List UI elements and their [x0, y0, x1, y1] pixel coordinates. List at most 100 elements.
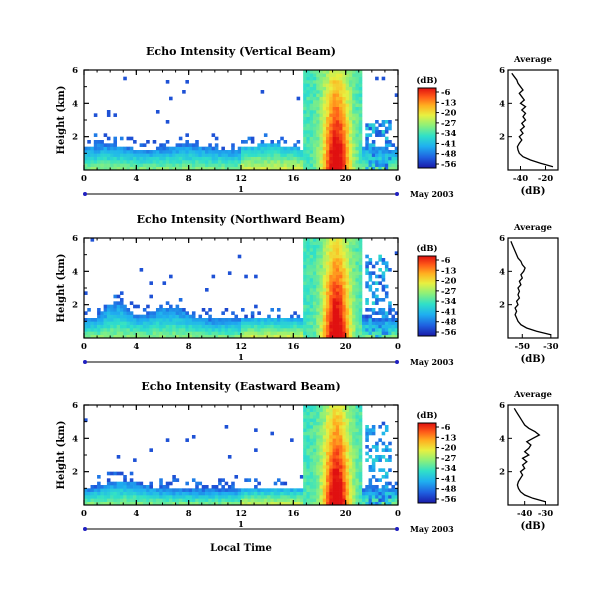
heatmap-cell: [110, 324, 114, 329]
heatmap-cell: [322, 244, 327, 249]
heatmap-cell: [247, 163, 252, 167]
heatmap-cell: [139, 501, 144, 506]
heatmap-cell: [316, 488, 320, 492]
heatmap-cell: [224, 328, 229, 332]
heatmap-cell: [316, 264, 320, 269]
heatmap-cell: [368, 334, 373, 339]
heatmap-cell: [326, 291, 330, 295]
heatmap-cell: [316, 435, 320, 439]
profile-y-tick-label: 4: [499, 434, 505, 444]
heatmap-cell: [309, 123, 314, 127]
heatmap-cell: [316, 281, 320, 285]
heatmap-cell: [260, 153, 265, 157]
heatmap-cell: [352, 418, 356, 422]
heatmap-cell: [384, 143, 389, 147]
heatmap-cell: [352, 298, 356, 302]
heatmap-cell: [100, 334, 104, 339]
heatmap-cell: [237, 328, 242, 332]
heatmap-cell: [355, 238, 360, 242]
heatmap-cell: [250, 314, 255, 319]
heatmap-cell: [296, 150, 301, 154]
heatmap-cell: [247, 146, 252, 151]
heatmap-cell: [273, 150, 278, 154]
heatmap-cell: [155, 495, 160, 499]
heatmap-cell: [113, 481, 118, 486]
heatmap-cell: [103, 150, 108, 154]
colorbar-tick-label: -20: [441, 109, 456, 119]
heatmap-cell: [326, 271, 330, 275]
heatmap-cell: [273, 143, 278, 147]
heatmap-cell: [87, 308, 91, 312]
heatmap-cell: [326, 441, 330, 446]
heatmap-cell: [113, 485, 118, 489]
heatmap-cell: [87, 501, 91, 506]
heatmap-cell: [221, 478, 225, 482]
heatmap-cell: [316, 93, 320, 97]
heatmap-cell: [316, 465, 320, 469]
heatmap-cell: [362, 160, 366, 164]
heatmap-cell: [339, 308, 343, 312]
heatmap-cell: [358, 458, 363, 462]
heatmap-cell: [152, 334, 157, 339]
heatmap-cell: [348, 238, 353, 242]
heatmap-cell: [293, 331, 297, 335]
heatmap-cell: [316, 498, 320, 502]
heatmap-cell: [309, 458, 314, 462]
heatmap-cell: [306, 110, 310, 114]
heatmap-cell: [139, 328, 144, 332]
heatmap-cell: [345, 334, 350, 339]
heatmap-cell: [352, 431, 356, 436]
profile-x-tick-label: -40: [513, 174, 528, 184]
heatmap-cell: [352, 110, 356, 114]
heatmap-cell: [283, 331, 288, 335]
heatmap-cell: [312, 448, 317, 452]
heatmap-cell: [172, 324, 176, 329]
heatmap-cell: [231, 150, 235, 154]
heatmap-cell: [172, 318, 176, 322]
heatmap-cell: [221, 153, 225, 157]
heatmap-cell: [322, 458, 327, 462]
heatmap-cell: [198, 156, 203, 161]
heatmap-cell: [355, 318, 360, 322]
heatmap-cell: [306, 281, 310, 285]
heatmap-cell: [159, 153, 163, 157]
heatmap-cell: [188, 331, 193, 335]
heatmap-cell: [339, 418, 343, 422]
heatmap-cell: [316, 304, 320, 309]
heatmap-cell: [322, 90, 327, 94]
heatmap-cell: [316, 441, 320, 446]
heatmap-cell: [358, 93, 363, 97]
heatmap-cell: [155, 163, 160, 167]
heatmap-cell: [113, 328, 118, 332]
heatmap-cell: [119, 160, 124, 164]
heatmap-cell: [316, 478, 320, 482]
heatmap-cell: [267, 495, 271, 499]
heatmap-cell: [358, 288, 363, 292]
heatmap-cell: [342, 70, 346, 74]
heatmap-cell: [110, 314, 114, 319]
heatmap-cell: [312, 471, 317, 476]
heatmap-cell: [394, 481, 399, 486]
heatmap-cell: [116, 328, 121, 332]
heatmap-cell: [312, 324, 317, 329]
heatmap-cell: [205, 498, 209, 502]
heatmap-cell: [335, 133, 340, 137]
heatmap-cell: [123, 475, 127, 479]
heatmap-cell: [335, 143, 340, 147]
heatmap-cell: [306, 130, 310, 134]
heatmap-cell: [90, 321, 95, 325]
heatmap-cell: [250, 160, 255, 164]
heatmap-cell: [303, 475, 307, 479]
heatmap-cell: [205, 311, 209, 315]
heatmap-cell: [348, 311, 353, 315]
heatmap-cell: [342, 301, 346, 305]
heatmap-cell: [172, 166, 176, 171]
heatmap-cell: [129, 328, 134, 332]
heatmap-cell: [335, 116, 340, 121]
heatmap-cell: [303, 110, 307, 114]
panel-0: Echo Intensity (Vertical Beam)0 4 8 12 16 20 0…: [56, 45, 559, 199]
heatmap-cell: [234, 163, 239, 167]
heatmap-cell: [381, 156, 386, 161]
heatmap-cell: [286, 153, 291, 157]
heatmap-cell: [312, 411, 317, 416]
